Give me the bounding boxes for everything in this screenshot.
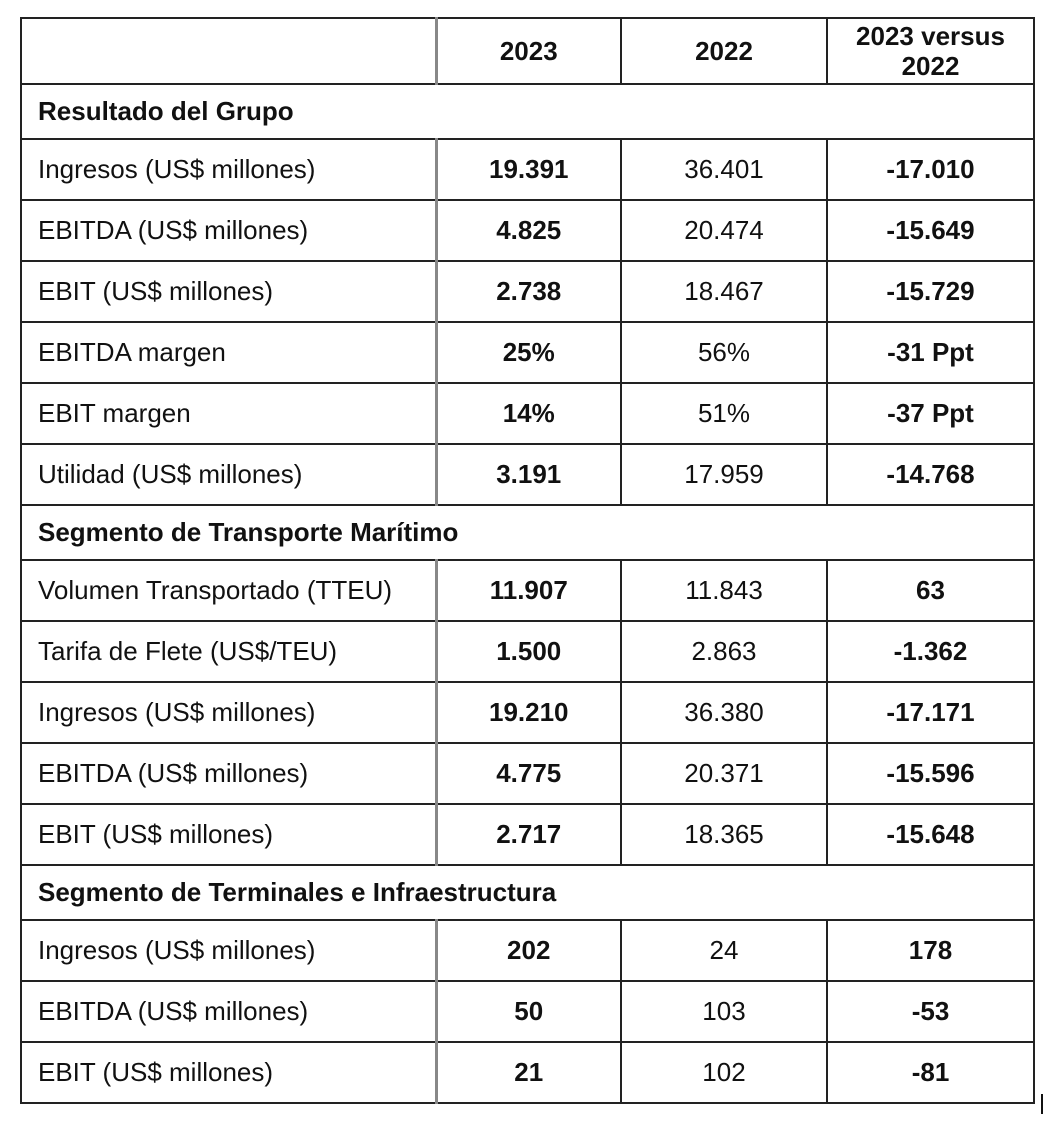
value-variance: -1.362 [826,620,1035,683]
value-2022: 56% [620,321,828,384]
value-variance: 178 [826,919,1035,982]
value-2023: 25% [435,321,622,384]
value-variance: -81 [826,1041,1035,1104]
value-variance: 63 [826,559,1035,622]
value-2023: 202 [435,919,622,982]
row-label: Ingresos (US$ millones) [20,919,438,982]
value-2022: 36.401 [620,138,828,201]
header-label [20,17,438,85]
value-2023: 2.717 [435,803,622,866]
header-2023: 2023 [435,17,622,85]
section-title: Resultado del Grupo [20,83,1035,140]
table-row: EBITDA margen 25% 56% -31 Ppt [20,321,1035,384]
table-row: EBIT (US$ millones) 2.717 18.365 -15.648 [20,803,1035,866]
section-title: Segmento de Transporte Marítimo [20,504,1035,561]
row-label: EBIT (US$ millones) [20,803,438,866]
section-row: Segmento de Terminales e Infraestructura [20,864,1035,921]
value-variance: -17.171 [826,681,1035,744]
value-2023: 19.391 [435,138,622,201]
value-variance: -31 Ppt [826,321,1035,384]
results-table: 2023 2022 2023 versus 2022 Resultado del… [20,17,1035,1104]
table-row: Utilidad (US$ millones) 3.191 17.959 -14.76… [20,443,1035,506]
value-variance: -17.010 [826,138,1035,201]
value-2023: 4.825 [435,199,622,262]
value-2022: 18.467 [620,260,828,323]
value-2022: 102 [620,1041,828,1104]
table-row: EBITDA (US$ millones) 50 103 -53 [20,980,1035,1043]
table-row: Ingresos (US$ millones) 19.210 36.380 -17.1… [20,681,1035,744]
table-row: EBITDA (US$ millones) 4.775 20.371 -15.596 [20,742,1035,805]
row-label: Ingresos (US$ millones) [20,681,438,744]
row-label: Volumen Transportado (TTEU) [20,559,438,622]
value-2023: 11.907 [435,559,622,622]
row-label: EBITDA (US$ millones) [20,742,438,805]
header-row: 2023 2022 2023 versus 2022 [20,17,1035,85]
section-row: Resultado del Grupo [20,83,1035,140]
row-label: EBIT (US$ millones) [20,1041,438,1104]
row-label: Utilidad (US$ millones) [20,443,438,506]
value-2022: 18.365 [620,803,828,866]
value-variance: -37 Ppt [826,382,1035,445]
table-row: EBITDA (US$ millones) 4.825 20.474 -15.649 [20,199,1035,262]
value-variance: -15.648 [826,803,1035,866]
row-label: EBITDA (US$ millones) [20,199,438,262]
value-variance: -15.596 [826,742,1035,805]
value-variance: -53 [826,980,1035,1043]
value-2023: 21 [435,1041,622,1104]
header-variance: 2023 versus 2022 [826,17,1035,85]
table-row: Ingresos (US$ millones) 202 24 178 [20,919,1035,982]
row-label: EBIT (US$ millones) [20,260,438,323]
table-row: Ingresos (US$ millones) 19.391 36.401 -17.0… [20,138,1035,201]
value-2022: 51% [620,382,828,445]
value-2022: 24 [620,919,828,982]
text-cursor [1041,1094,1043,1114]
value-2023: 50 [435,980,622,1043]
value-2022: 20.371 [620,742,828,805]
value-2023: 3.191 [435,443,622,506]
value-2022: 11.843 [620,559,828,622]
section-title: Segmento de Terminales e Infraestructura [20,864,1035,921]
row-label: EBIT margen [20,382,438,445]
header-2022: 2022 [620,17,828,85]
table-row: EBIT (US$ millones) 2.738 18.467 -15.729 [20,260,1035,323]
value-2023: 19.210 [435,681,622,744]
table-row: Tarifa de Flete (US$/TEU) 1.500 2.863 -1.36… [20,620,1035,683]
table-row: Volumen Transportado (TTEU) 11.907 11.843 6… [20,559,1035,622]
value-variance: -14.768 [826,443,1035,506]
value-2022: 2.863 [620,620,828,683]
row-label: EBITDA margen [20,321,438,384]
value-2022: 36.380 [620,681,828,744]
value-2022: 20.474 [620,199,828,262]
value-variance: -15.729 [826,260,1035,323]
table-row: EBIT margen 14% 51% -37 Ppt [20,382,1035,445]
value-2023: 2.738 [435,260,622,323]
table-row: EBIT (US$ millones) 21 102 -81 [20,1041,1035,1104]
value-2023: 1.500 [435,620,622,683]
value-2023: 4.775 [435,742,622,805]
row-label: Ingresos (US$ millones) [20,138,438,201]
row-label: EBITDA (US$ millones) [20,980,438,1043]
row-label: Tarifa de Flete (US$/TEU) [20,620,438,683]
section-row: Segmento de Transporte Marítimo [20,504,1035,561]
value-2023: 14% [435,382,622,445]
value-2022: 17.959 [620,443,828,506]
value-2022: 103 [620,980,828,1043]
value-variance: -15.649 [826,199,1035,262]
